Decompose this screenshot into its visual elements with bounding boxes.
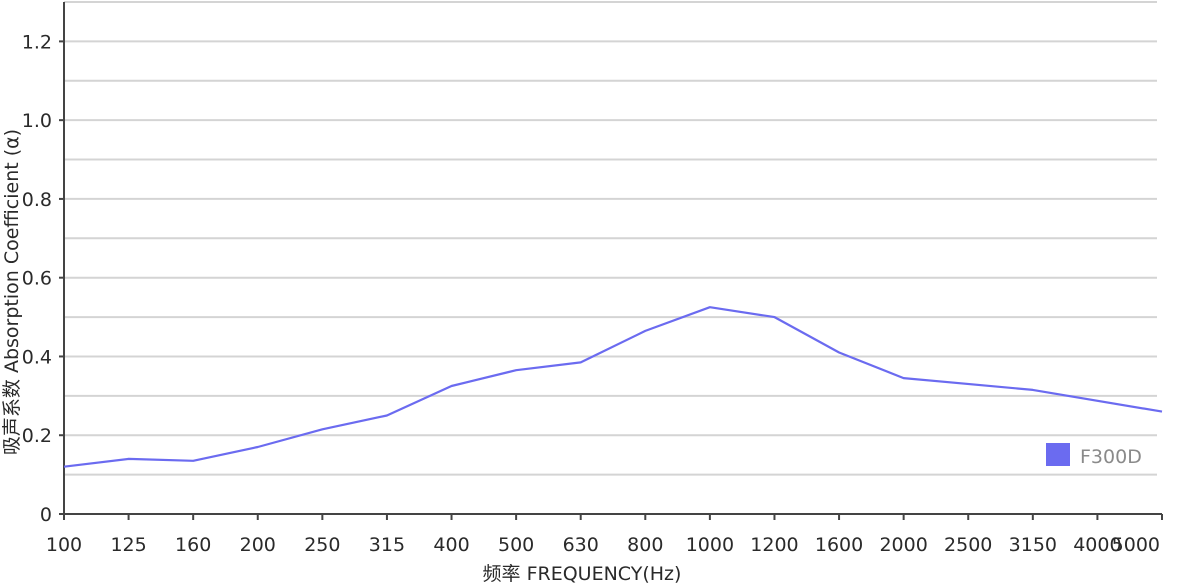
y-tick-label: 0: [40, 504, 52, 526]
y-tick-label: 0.2: [22, 425, 52, 447]
x-tick-label: 800: [627, 534, 663, 556]
x-tick-label: 200: [240, 534, 276, 556]
x-tick-label: 1600: [815, 534, 863, 556]
legend-swatch: [1046, 443, 1070, 466]
series-line: [63, 306, 1163, 468]
y-tick-labels: 0 0.2 0.4 0.6 0.8 1.0 1.2: [22, 31, 64, 526]
y-tick-label: 0.8: [22, 189, 52, 211]
x-tick-label: 400: [433, 534, 469, 556]
axes: [63, 2, 1162, 515]
x-tick-label: 315: [369, 534, 405, 556]
x-tick-label: 100: [46, 534, 82, 556]
x-tick-label: 250: [304, 534, 340, 556]
x-tick-label: 5000: [1112, 534, 1160, 556]
legend: F300D: [1046, 443, 1142, 468]
series-layer: [63, 306, 1163, 468]
x-axis-title: 频率 FREQUENCY(Hz): [483, 563, 682, 585]
y-axis-title: 吸声系数 Absorption Coefficient (α): [1, 129, 23, 455]
x-tick-label: 2000: [879, 534, 927, 556]
x-tick-label: 3150: [1009, 534, 1057, 556]
x-tick-label: 4000: [1073, 534, 1121, 556]
x-tick-label: 1200: [750, 534, 798, 556]
x-tick-label: 160: [175, 534, 211, 556]
x-tick-label: 630: [563, 534, 599, 556]
y-tick-label: 1.2: [22, 31, 52, 53]
y-tick-label: 1.0: [22, 110, 52, 132]
y-tick-label: 0.4: [22, 346, 52, 368]
x-tick-label: 125: [110, 534, 146, 556]
legend-label: F300D: [1080, 446, 1142, 468]
y-tick-label: 0.6: [22, 268, 52, 290]
grid: [64, 1, 1157, 476]
x-tick-labels: 100 125 160 200 250 315 400 500 630 800 1000 1200 16…: [46, 514, 1163, 556]
x-tick-label: 500: [498, 534, 534, 556]
x-tick-label: 2500: [944, 534, 992, 556]
x-tick-label: 1000: [686, 534, 734, 556]
